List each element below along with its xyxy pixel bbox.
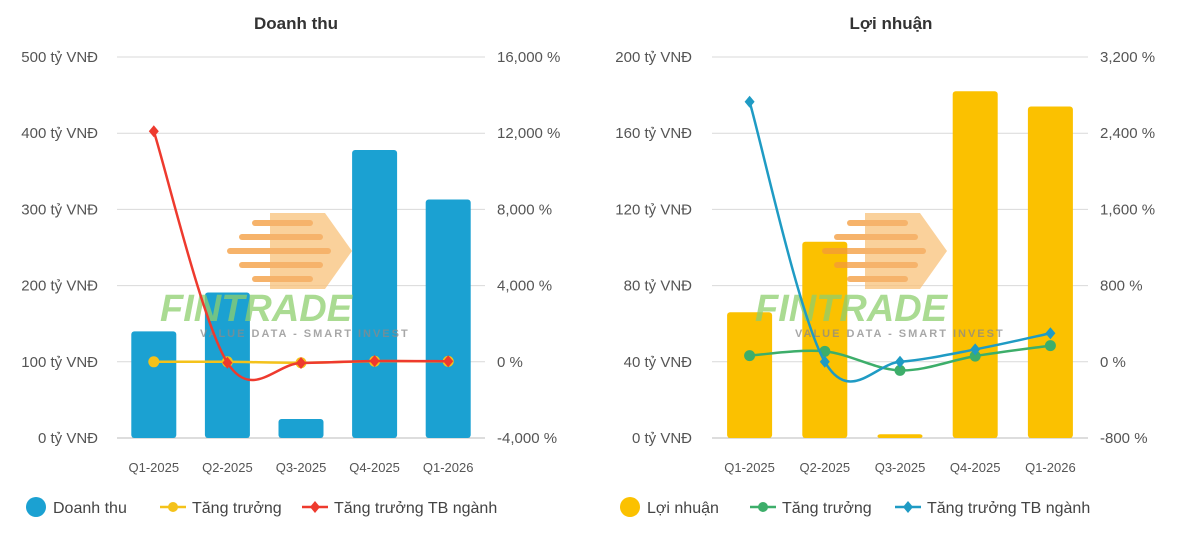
bar xyxy=(425,199,471,438)
legend-swatch-marker xyxy=(168,502,178,512)
x-tick-label: Q4-2025 xyxy=(349,460,400,475)
y2-tick-label: -800 % xyxy=(1100,430,1148,447)
watermark-brand-left: FINTRADE xyxy=(160,288,354,330)
line-point xyxy=(296,356,306,369)
y-tick-label: 500 tỷ VNĐ xyxy=(21,49,98,66)
bar xyxy=(278,418,324,438)
x-tick-label: Q4-2025 xyxy=(950,460,1001,475)
legend-swatch-marker xyxy=(310,501,320,513)
watermark-logo-right: FINTRADE VALUE DATA - SMART INVEST xyxy=(755,213,1005,340)
line-point xyxy=(148,125,159,138)
legend-label: Lợi nhuận xyxy=(647,500,719,517)
legend-label: Tăng trưởng xyxy=(192,500,282,517)
bar xyxy=(802,241,848,438)
y2-tick-label: 16,000 % xyxy=(497,49,560,66)
x-tick-label: Q1-2025 xyxy=(724,460,775,475)
line-point xyxy=(443,355,454,368)
y-tick-label: 0 tỷ VNĐ xyxy=(38,430,98,447)
line-point xyxy=(819,355,830,368)
y-tick-label: 200 tỷ VNĐ xyxy=(21,278,98,295)
watermark-brand-right: FINTRADE xyxy=(755,288,949,330)
x-tick-label: Q3-2025 xyxy=(276,460,327,475)
x-tick-label: Q1-2025 xyxy=(129,460,180,475)
legend-item: Lợi nhuận xyxy=(620,497,719,517)
legend-label: Tăng trưởng TB ngành xyxy=(334,500,497,517)
legend-swatch-marker xyxy=(758,502,768,512)
y-tick-label: 400 tỷ VNĐ xyxy=(21,125,98,142)
bar xyxy=(352,149,398,439)
y2-tick-label: 12,000 % xyxy=(497,125,560,142)
bar xyxy=(727,312,773,438)
legend-item: Doanh thu xyxy=(26,497,127,517)
legend-swatch xyxy=(620,497,640,517)
x-tick-label: Q2-2025 xyxy=(800,460,851,475)
line-point xyxy=(1044,340,1056,352)
series-line xyxy=(748,101,1051,383)
line-point xyxy=(369,355,380,368)
x-tick-label: Q3-2025 xyxy=(875,460,926,475)
line-point xyxy=(222,356,233,369)
watermark-logo-left: FINTRADE VALUE DATA - SMART INVEST xyxy=(160,213,410,340)
legend-item: Tăng trưởng TB ngành xyxy=(895,500,1090,517)
chart-title: Lợi nhuận xyxy=(850,14,933,33)
y2-tick-label: 8,000 % xyxy=(497,201,552,218)
watermark-slogan-left: VALUE DATA - SMART INVEST xyxy=(200,328,410,340)
y2-tick-label: 2,400 % xyxy=(1100,125,1155,142)
line-point xyxy=(969,350,981,362)
y2-tick-label: 3,200 % xyxy=(1100,49,1155,66)
line-point xyxy=(1045,327,1056,340)
line-point xyxy=(148,356,160,368)
y-tick-label: 200 tỷ VNĐ xyxy=(615,49,692,66)
legend-swatch-marker xyxy=(903,501,913,513)
y-tick-label: 100 tỷ VNĐ xyxy=(21,354,98,371)
chart-lines-0: Doanh thu Tăng trưởng Tăng trưởng TB ngành xyxy=(26,125,497,517)
y2-tick-label: 4,000 % xyxy=(497,278,552,295)
line-point xyxy=(895,355,905,368)
y-tick-label: 160 tỷ VNĐ xyxy=(615,125,692,142)
bar xyxy=(1027,106,1073,438)
y2-tick-label: -4,000 % xyxy=(497,430,557,447)
legend-item: Tăng trưởng xyxy=(160,500,282,517)
bar xyxy=(952,91,998,438)
line-point xyxy=(970,343,981,356)
legend-label: Tăng trưởng xyxy=(782,500,872,517)
y-tick-label: 300 tỷ VNĐ xyxy=(21,201,98,218)
line-point xyxy=(894,364,906,376)
legend-item: Tăng trưởng xyxy=(750,500,872,517)
series-line xyxy=(152,130,449,382)
legend-label: Doanh thu xyxy=(53,500,127,517)
y-tick-label: 80 tỷ VNĐ xyxy=(624,278,693,295)
line-point xyxy=(744,350,756,362)
chart-lines-1: Lợi nhuận Tăng trưởng Tăng trưởng TB ngành xyxy=(620,95,1090,517)
x-tick-label: Q1-2026 xyxy=(423,460,474,475)
x-tick-label: Q1-2026 xyxy=(1025,460,1076,475)
bar xyxy=(131,331,177,438)
y-tick-label: 120 tỷ VNĐ xyxy=(615,201,692,218)
watermark-slogan-right: VALUE DATA - SMART INVEST xyxy=(795,328,1005,340)
y2-tick-label: 0 % xyxy=(1100,354,1126,371)
legend-item: Tăng trưởng TB ngành xyxy=(302,500,497,517)
bar xyxy=(877,434,923,438)
y-tick-label: 40 tỷ VNĐ xyxy=(624,354,693,371)
legend-label: Tăng trưởng TB ngành xyxy=(927,500,1090,517)
y2-tick-label: 800 % xyxy=(1100,278,1143,295)
chart-title: Doanh thu xyxy=(254,14,338,33)
y2-tick-label: 0 % xyxy=(497,354,523,371)
x-tick-label: Q2-2025 xyxy=(202,460,253,475)
legend-swatch xyxy=(26,497,46,517)
y-tick-label: 0 tỷ VNĐ xyxy=(632,430,692,447)
line-point xyxy=(744,95,755,108)
y2-tick-label: 1,600 % xyxy=(1100,201,1155,218)
